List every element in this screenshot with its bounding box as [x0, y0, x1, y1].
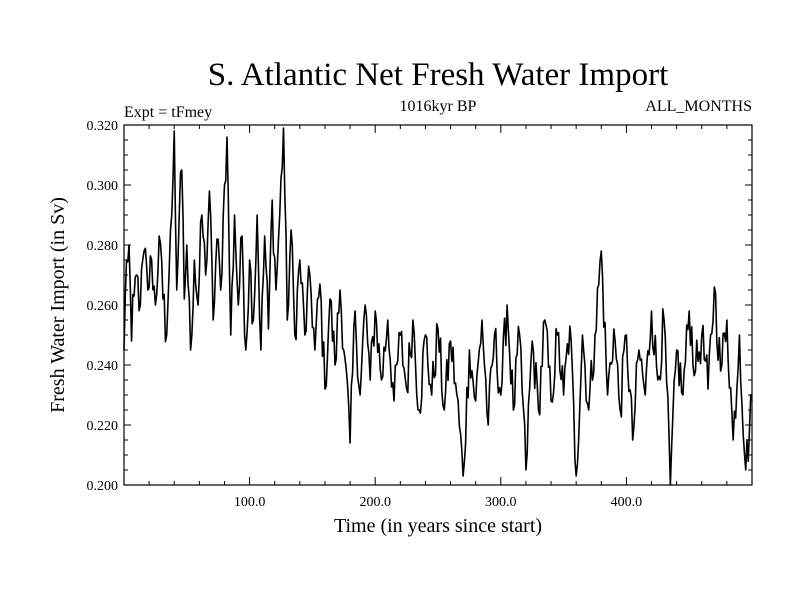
y-tick-label: 0.300 [87, 179, 119, 194]
y-tick-label: 0.240 [87, 359, 119, 374]
x-axis-label: Time (in years since start) [334, 515, 542, 537]
y-axis-label: Fresh Water Import (in Sv) [47, 197, 69, 413]
y-tick-label: 0.200 [87, 479, 119, 494]
x-axis-ticks: 100.0 200.0 300.0 400.0 [148, 125, 728, 510]
x-tick-label: 300.0 [485, 495, 517, 510]
y-axis-ticks: 0.200 0.220 0.240 0.260 0.280 0.300 0.320 [87, 119, 752, 494]
y-tick-label: 0.220 [87, 419, 119, 434]
chart-title: S. Atlantic Net Fresh Water Import [208, 57, 669, 93]
y-tick-label: 0.280 [87, 239, 119, 254]
x-tick-label: 400.0 [611, 495, 643, 510]
y-tick-label: 0.320 [87, 119, 119, 134]
experiment-label: Expt = tFmey [124, 104, 212, 121]
x-tick-label: 100.0 [234, 495, 266, 510]
y-tick-label: 0.260 [87, 299, 119, 314]
series-line-fresh-water-import [123, 127, 753, 486]
months-label: ALL_MONTHS [645, 98, 752, 115]
x-tick-label: 200.0 [359, 495, 391, 510]
plot-frame [123, 124, 753, 486]
period-label: 1016kyr BP [400, 98, 477, 115]
